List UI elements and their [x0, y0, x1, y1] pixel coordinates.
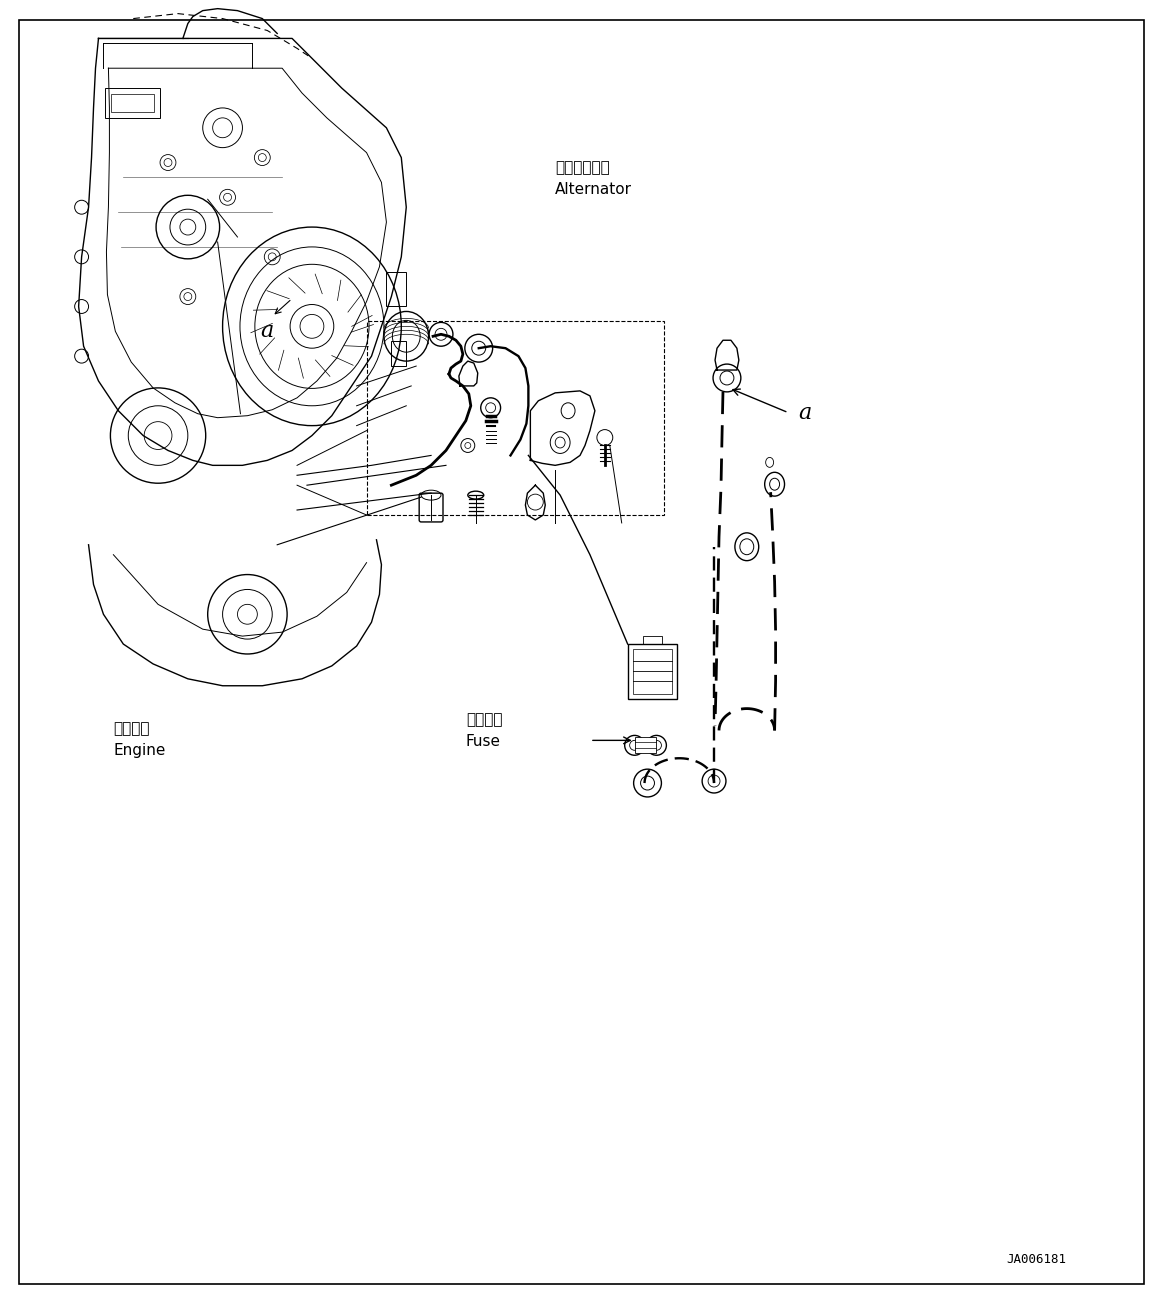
Bar [643, 636, 663, 644]
Text: Alternator: Alternator [555, 181, 633, 197]
Bar [366, 321, 664, 515]
Bar [386, 271, 406, 306]
Text: JA006181: JA006181 [1007, 1253, 1066, 1266]
Text: Engine: Engine [113, 743, 166, 758]
Text: Fuse: Fuse [466, 734, 501, 748]
Text: エンジン: エンジン [113, 721, 150, 735]
Text: a: a [799, 402, 812, 424]
Text: ヒューズ: ヒューズ [466, 712, 502, 728]
Bar [635, 737, 656, 754]
Bar [628, 644, 677, 699]
Bar [106, 89, 160, 117]
Text: オルタネータ: オルタネータ [555, 160, 609, 175]
Bar [392, 342, 406, 366]
Bar [112, 94, 154, 112]
Bar [633, 649, 672, 694]
Text: a: a [261, 321, 274, 343]
